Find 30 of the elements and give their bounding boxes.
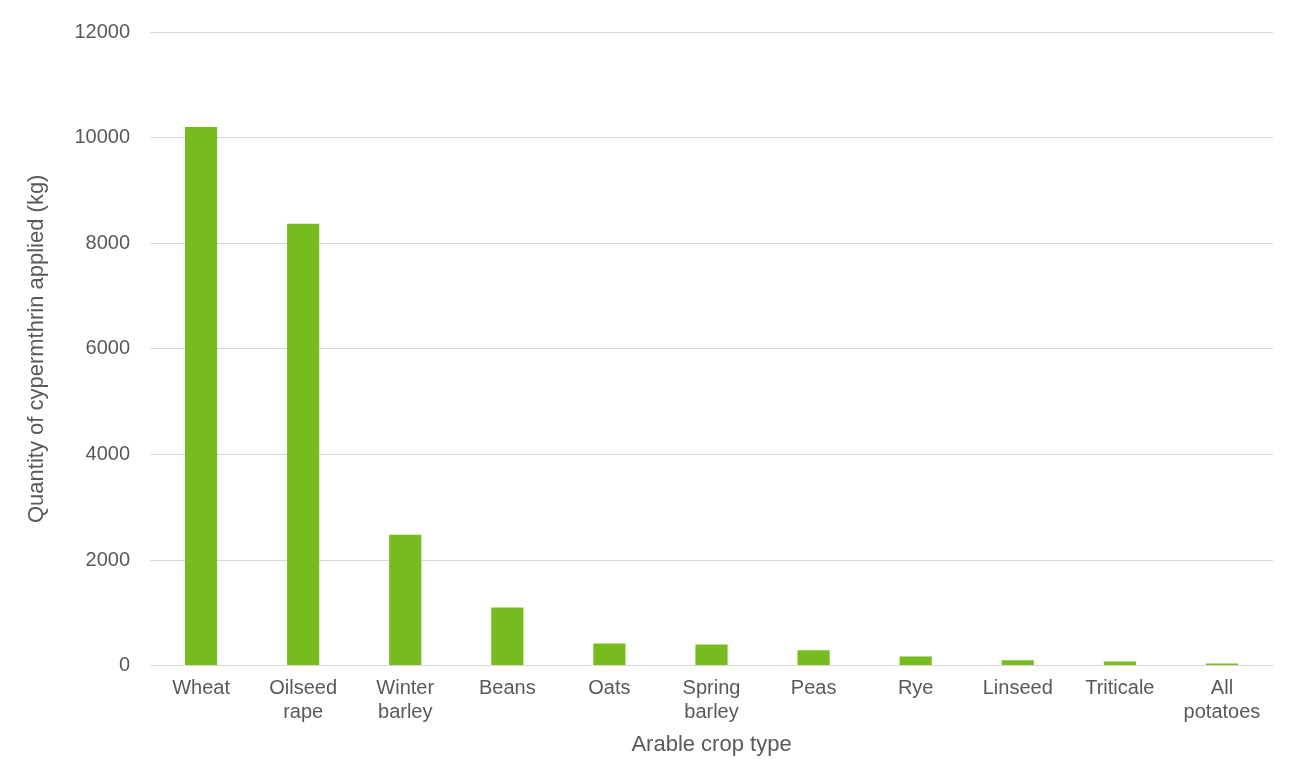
y-tick-label: 2000 — [85, 547, 131, 570]
bar — [389, 534, 422, 666]
x-tick-label: Linseed — [982, 676, 1053, 699]
bar — [593, 643, 626, 666]
bar — [287, 223, 320, 666]
x-tick-label: Triticale — [1085, 676, 1155, 699]
y-tick-label: 6000 — [85, 336, 131, 359]
x-tick-label: Oats — [588, 676, 631, 699]
bar — [184, 127, 218, 666]
bar — [899, 656, 932, 666]
bar — [1103, 661, 1136, 666]
x-tick-label: Beans — [478, 676, 536, 699]
x-tick-label: Peas — [790, 676, 837, 699]
x-tick-label: Wheat — [172, 676, 231, 699]
y-tick-label: 10000 — [74, 125, 131, 148]
bar — [695, 644, 728, 666]
x-tick-label: Rye — [897, 676, 934, 699]
bar — [491, 607, 524, 666]
x-tick-label: All potatoes — [1183, 676, 1261, 723]
x-tick-label: Oilseed rape — [269, 676, 338, 723]
bar — [1001, 660, 1034, 666]
x-tick-label: Winter barley — [376, 676, 435, 723]
x-axis-title: Arable crop type — [631, 730, 792, 756]
y-tick-label: 0 — [118, 653, 131, 676]
bar — [797, 650, 830, 666]
y-axis-title: Quantity of cypermthrin applied (kg) — [23, 174, 49, 524]
y-tick-label: 12000 — [74, 19, 131, 42]
y-tick-label: 4000 — [85, 441, 131, 464]
y-tick-label: 8000 — [85, 230, 131, 253]
x-tick-label: Spring barley — [682, 676, 741, 723]
